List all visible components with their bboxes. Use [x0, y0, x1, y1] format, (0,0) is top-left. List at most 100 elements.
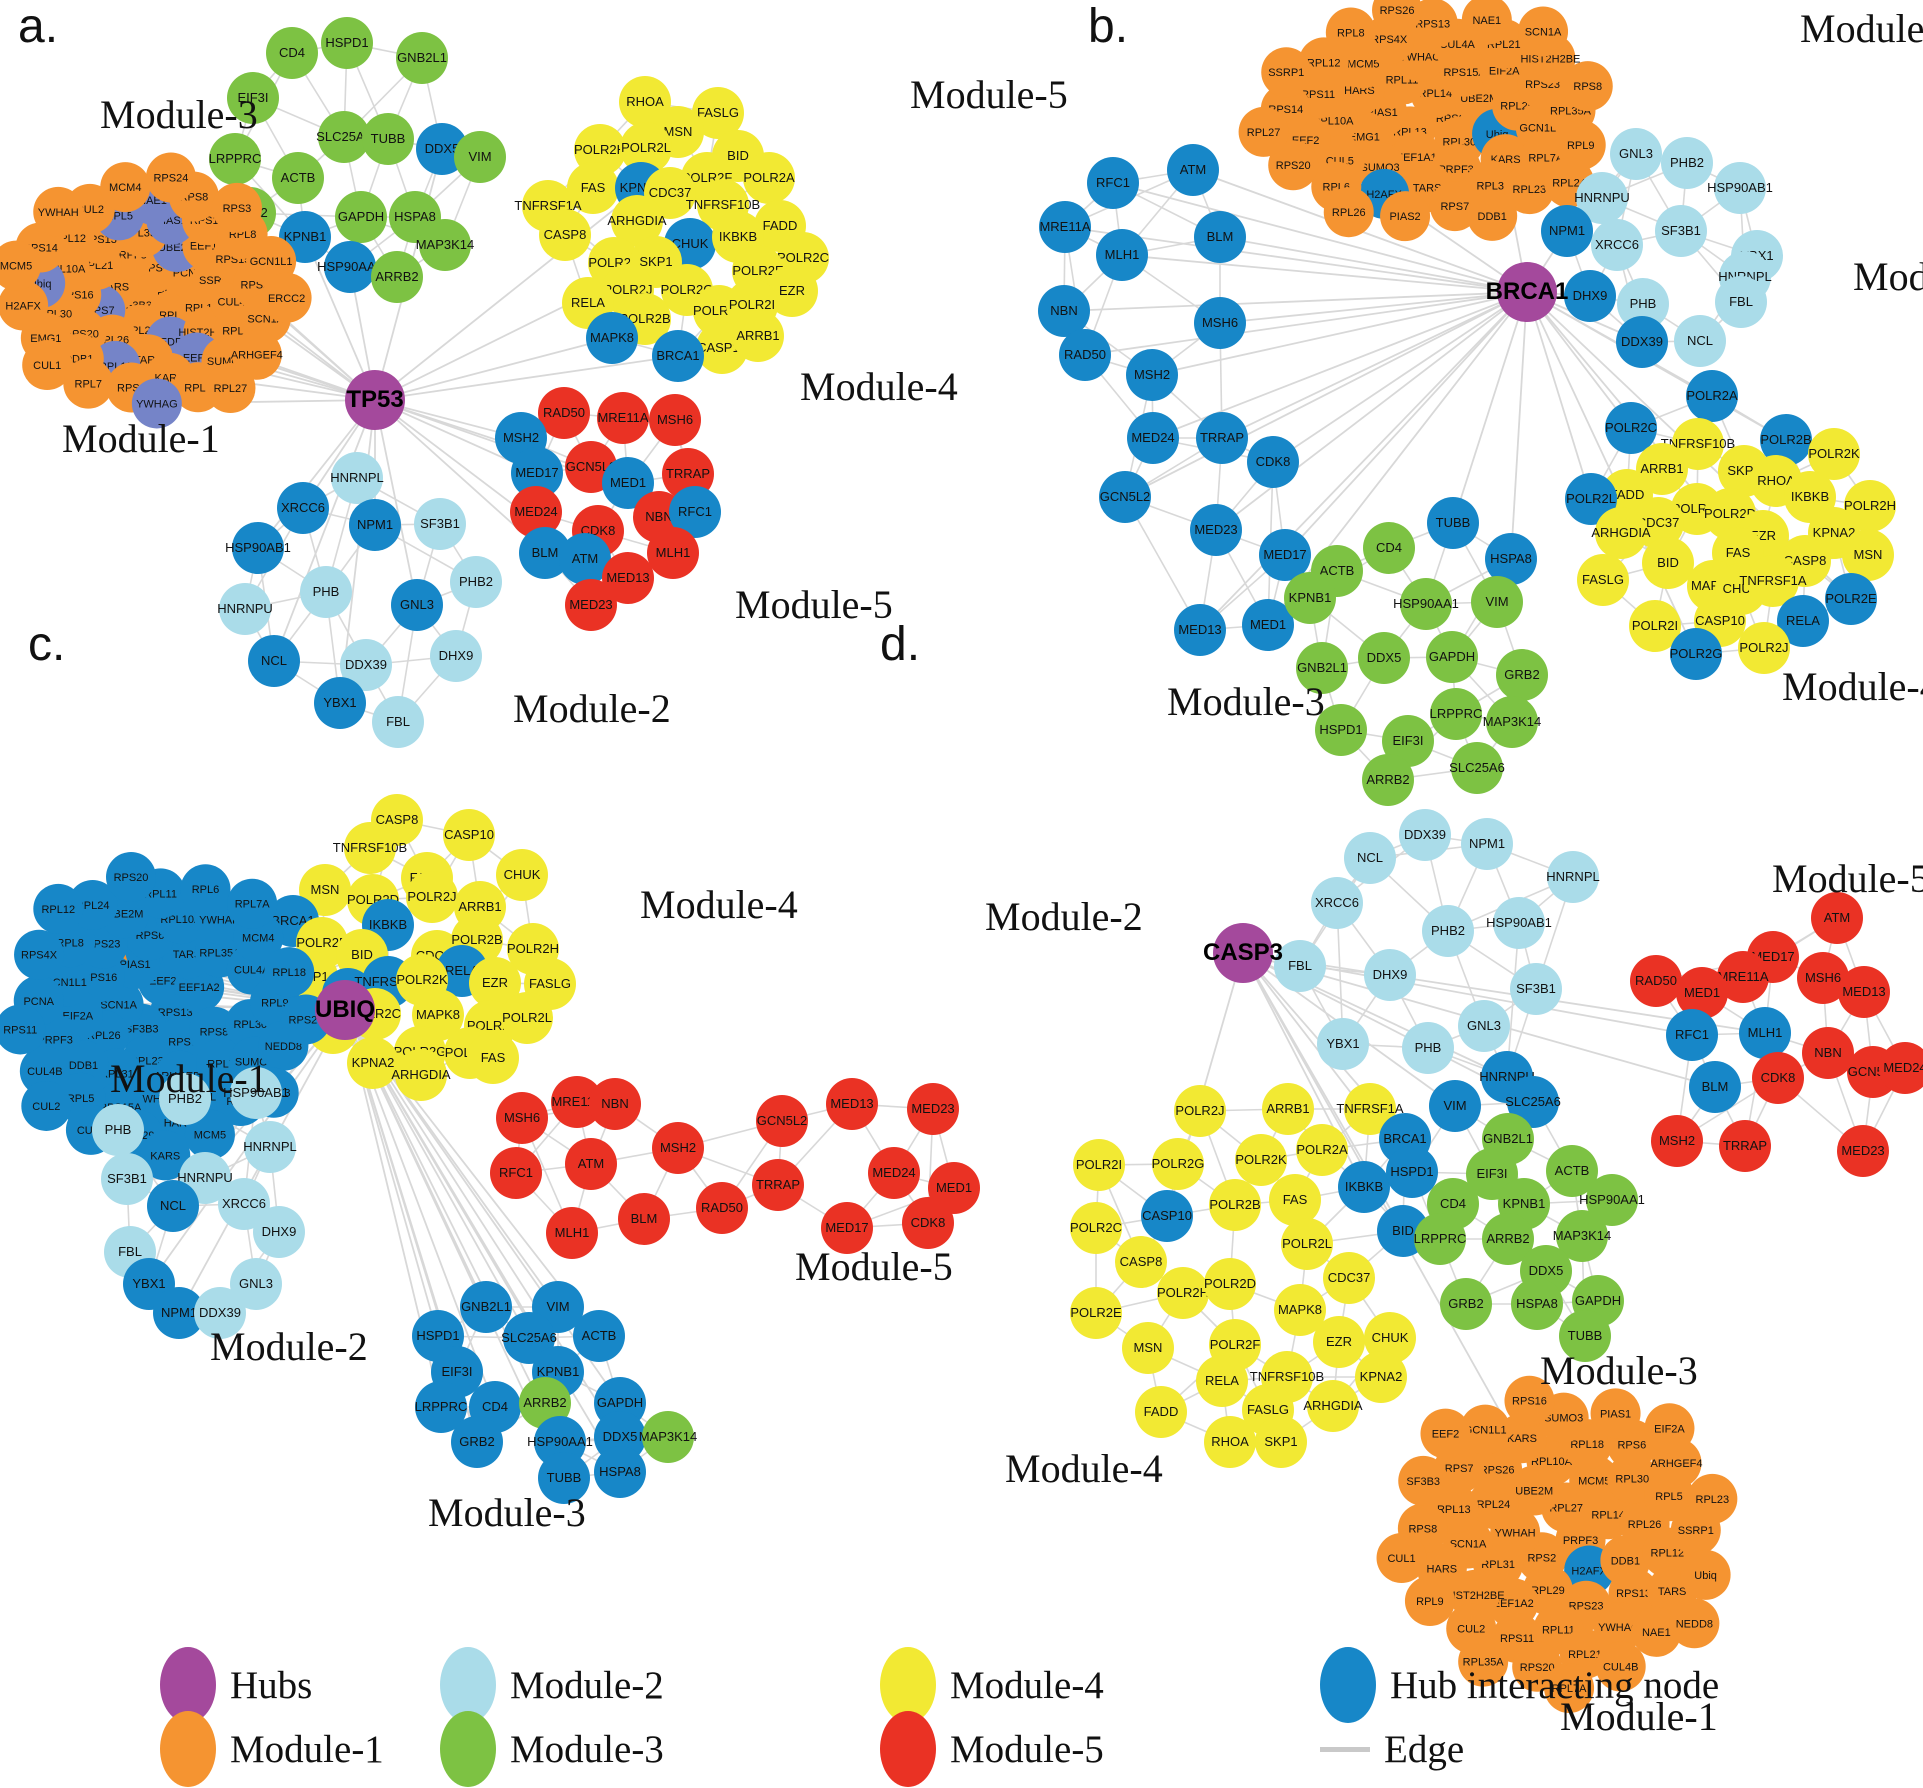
network-node-ercc2[interactable]: ERCC2 — [262, 273, 312, 323]
network-node-mlh1[interactable]: MLH1 — [1739, 1007, 1791, 1059]
network-node-trrap[interactable]: TRRAP — [1719, 1120, 1771, 1172]
network-node-rpl18[interactable]: RPL18 — [264, 947, 314, 997]
network-node-xrcc6[interactable]: XRCC6 — [1591, 219, 1643, 271]
network-node-rpl9[interactable]: RPL9 — [1405, 1576, 1455, 1626]
network-node-rad50[interactable]: RAD50 — [1059, 329, 1111, 381]
network-node-rhoa[interactable]: RHOA — [1204, 1416, 1256, 1468]
network-node-gnb2l1[interactable]: GNB2L1 — [460, 1281, 512, 1333]
network-node-fbl[interactable]: FBL — [372, 696, 424, 748]
network-node-hspd1[interactable]: HSPD1 — [321, 17, 373, 69]
network-node-cdc37[interactable]: CDC37 — [1323, 1252, 1375, 1304]
network-node-dhx9[interactable]: DHX9 — [1564, 270, 1616, 322]
network-node-sf3b1[interactable]: SF3B1 — [101, 1153, 153, 1205]
network-node-sf3b3[interactable]: SF3B3 — [1398, 1456, 1448, 1506]
network-node-casp10[interactable]: CASP10 — [1141, 1190, 1193, 1242]
network-node-fas[interactable]: FAS — [467, 1032, 519, 1084]
network-node-actb[interactable]: ACTB — [272, 152, 324, 204]
network-node-rfc1[interactable]: RFC1 — [1666, 1009, 1718, 1061]
network-node-rps4x[interactable]: RPS4X — [14, 930, 64, 980]
network-node-polr2i[interactable]: POLR2I — [1073, 1139, 1125, 1191]
network-node-polr2g[interactable]: POLR2G — [1670, 628, 1723, 680]
network-node-kpna2[interactable]: KPNA2 — [347, 1037, 399, 1089]
network-node-cd4[interactable]: CD4 — [266, 27, 318, 79]
network-node-cul1[interactable]: CUL1 — [1377, 1533, 1427, 1583]
network-node-vim[interactable]: VIM — [454, 131, 506, 183]
hub-node-tp53[interactable]: TP53 — [345, 370, 405, 430]
network-node-polr2k[interactable]: POLR2K — [1235, 1134, 1287, 1186]
network-node-fas[interactable]: FAS — [1269, 1174, 1321, 1226]
network-node-polr2l[interactable]: POLR2L — [501, 992, 553, 1044]
network-node-atm[interactable]: ATM — [1167, 144, 1219, 196]
network-node-trrap[interactable]: TRRAP — [752, 1159, 804, 1211]
network-node-tubb[interactable]: TUBB — [362, 113, 414, 165]
network-node-ybx1[interactable]: YBX1 — [1317, 1018, 1369, 1070]
network-node-sf3b1[interactable]: SF3B1 — [414, 498, 466, 550]
network-node-map3k14[interactable]: MAP3K14 — [639, 1411, 698, 1463]
network-node-vim[interactable]: VIM — [1471, 576, 1523, 628]
network-node-mlh1[interactable]: MLH1 — [1096, 229, 1148, 281]
network-node-arrb1[interactable]: ARRB1 — [732, 310, 784, 362]
network-node-mlh1[interactable]: MLH1 — [647, 527, 699, 579]
network-node-grb2[interactable]: GRB2 — [1440, 1278, 1492, 1330]
network-node-polr2g[interactable]: POLR2G — [1152, 1138, 1205, 1190]
network-node-polr2a[interactable]: POLR2A — [1686, 370, 1738, 422]
network-node-arrb1[interactable]: ARRB1 — [1262, 1083, 1314, 1135]
network-node-blm[interactable]: BLM — [1194, 211, 1246, 263]
network-node-bid[interactable]: BID — [1642, 537, 1694, 589]
network-node-cd4[interactable]: CD4 — [1363, 522, 1415, 574]
network-node-ybx1[interactable]: YBX1 — [314, 677, 366, 729]
network-node-med23[interactable]: MED23 — [907, 1083, 959, 1135]
network-node-rpl6[interactable]: RPL6 — [180, 864, 230, 914]
network-node-dhx9[interactable]: DHX9 — [253, 1206, 305, 1258]
network-node-lrpprc[interactable]: LRPPRC — [209, 133, 262, 185]
network-node-rad50[interactable]: RAD50 — [696, 1182, 748, 1234]
network-node-polr2e[interactable]: POLR2E — [1825, 573, 1877, 625]
network-node-hspa8[interactable]: HSPA8 — [1511, 1278, 1563, 1330]
network-node-polr2c[interactable]: POLR2C — [1605, 402, 1657, 454]
network-node-msh2[interactable]: MSH2 — [652, 1122, 704, 1174]
network-node-ncl[interactable]: NCL — [248, 635, 300, 687]
network-node-mcm4[interactable]: MCM4 — [100, 162, 150, 212]
network-node-rps24[interactable]: RPS24 — [146, 152, 196, 202]
network-node-med13[interactable]: MED13 — [1838, 966, 1890, 1018]
network-node-gnl3[interactable]: GNL3 — [1610, 128, 1662, 180]
network-node-gcn5l2[interactable]: GCN5L2 — [1099, 471, 1151, 523]
network-node-mlh1[interactable]: MLH1 — [546, 1207, 598, 1259]
network-node-pias1[interactable]: PIAS1 — [1591, 1388, 1641, 1438]
network-node-slc25a6[interactable]: SLC25A6 — [1449, 742, 1505, 794]
network-node-arrb2[interactable]: ARRB2 — [1362, 754, 1414, 806]
network-node-phb[interactable]: PHB — [300, 566, 352, 618]
network-node-tubb[interactable]: TUBB — [1427, 497, 1479, 549]
network-node-ncl[interactable]: NCL — [1674, 315, 1726, 367]
network-node-med13[interactable]: MED13 — [826, 1078, 878, 1130]
network-node-polr2a[interactable]: POLR2A — [743, 152, 795, 204]
network-node-casp8[interactable]: CASP8 — [539, 209, 591, 261]
network-node-polr2j[interactable]: POLR2J — [1174, 1085, 1226, 1137]
network-node-mre11a[interactable]: MRE11A — [1039, 201, 1091, 253]
network-node-vim[interactable]: VIM — [1429, 1080, 1481, 1132]
network-node-nedd8[interactable]: NEDD8 — [1669, 1598, 1719, 1648]
network-node-ddx5[interactable]: DDX5 — [1358, 632, 1410, 684]
network-node-grb2[interactable]: GRB2 — [1496, 649, 1548, 701]
network-node-msh6[interactable]: MSH6 — [649, 394, 701, 446]
network-node-ncl[interactable]: NCL — [147, 1180, 199, 1232]
network-node-hspd1[interactable]: HSPD1 — [1386, 1146, 1438, 1198]
network-node-mre11a[interactable]: MRE11A — [597, 392, 649, 444]
network-node-xrcc6[interactable]: XRCC6 — [1311, 877, 1363, 929]
network-node-gnl3[interactable]: GNL3 — [1458, 1000, 1510, 1052]
network-node-arrb2[interactable]: ARRB2 — [371, 251, 423, 303]
network-node-rpl8[interactable]: RPL8 — [1326, 8, 1376, 58]
network-node-gnb2l1[interactable]: GNB2L1 — [396, 32, 448, 84]
network-node-med23[interactable]: MED23 — [1837, 1125, 1889, 1177]
network-node-grb2[interactable]: GRB2 — [451, 1416, 503, 1468]
network-node-hnrnpl[interactable]: HNRNPL — [243, 1121, 296, 1173]
network-node-sf3b1[interactable]: SF3B1 — [1510, 963, 1562, 1015]
network-node-hspa8[interactable]: HSPA8 — [594, 1446, 646, 1498]
network-node-ywhah[interactable]: YWHAH — [33, 187, 83, 237]
network-node-ncl[interactable]: NCL — [1344, 832, 1396, 884]
network-node-ubiq[interactable]: Ubiq — [1681, 1550, 1731, 1600]
network-node-phb2[interactable]: PHB2 — [1422, 905, 1474, 957]
network-node-trrap[interactable]: TRRAP — [1196, 412, 1248, 464]
network-node-npm1[interactable]: NPM1 — [1541, 205, 1593, 257]
network-node-fbl[interactable]: FBL — [1715, 276, 1767, 328]
